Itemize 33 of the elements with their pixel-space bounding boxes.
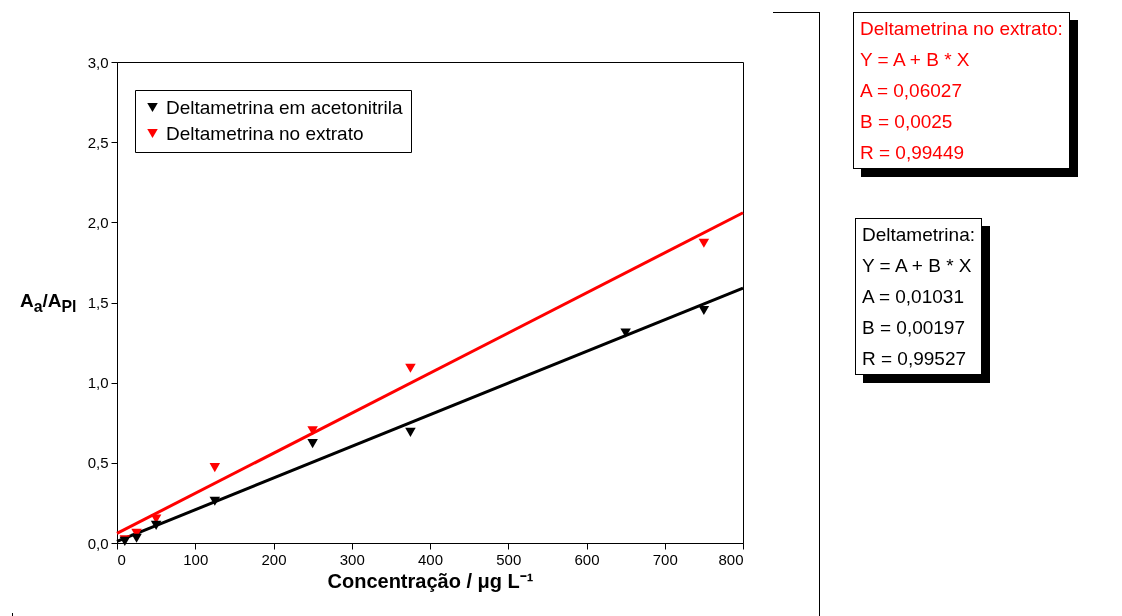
y-tick-label: 1,5	[87, 294, 109, 311]
point	[698, 238, 710, 248]
point	[405, 363, 416, 373]
point	[405, 427, 416, 437]
legend-label: Deltametrina no extrato	[166, 122, 364, 144]
y-tick-label: 0,0	[87, 534, 109, 552]
y-tick-label: 1,0	[87, 374, 109, 392]
point	[620, 328, 631, 338]
point	[150, 520, 162, 530]
text: Deltametrina no extrato: Y = A + B * X A = 0,06027 B = 0,0025 R = 0,99449	[853, 12, 1070, 169]
y-tick-label: 3,0	[87, 53, 109, 71]
legend-label: Deltametrina em acetonitrila	[166, 96, 403, 118]
point	[307, 426, 318, 436]
x-tick-label: 800	[718, 550, 744, 568]
y-axis-title: A$_{a}$/A$_{Pl}$	[20, 290, 77, 316]
point	[209, 463, 221, 473]
x-tick-label: 700	[652, 550, 678, 568]
x-tick-label: 300	[339, 550, 365, 568]
point	[698, 305, 710, 316]
x-tick-label: 0	[117, 550, 126, 568]
x-axis-title: Concentração / μg L⁻¹	[327, 569, 534, 592]
point	[307, 439, 318, 449]
y-tick-label: 2,5	[87, 133, 109, 151]
x-tick-label: 500	[496, 550, 522, 568]
x-tick-label: 100	[183, 550, 209, 568]
text: Deltametrina: Y = A + B * X A = 0,01031 B = 0,00197 R = 0,99527	[855, 218, 982, 375]
y-tick-label: 0,5	[87, 454, 109, 472]
point	[131, 533, 142, 543]
y-tick-label: 2,0	[87, 213, 109, 231]
x-tick-label: 600	[574, 550, 600, 568]
point	[209, 496, 221, 506]
x-tick-label: 200	[261, 550, 287, 568]
x-tick-label: 400	[417, 550, 444, 568]
